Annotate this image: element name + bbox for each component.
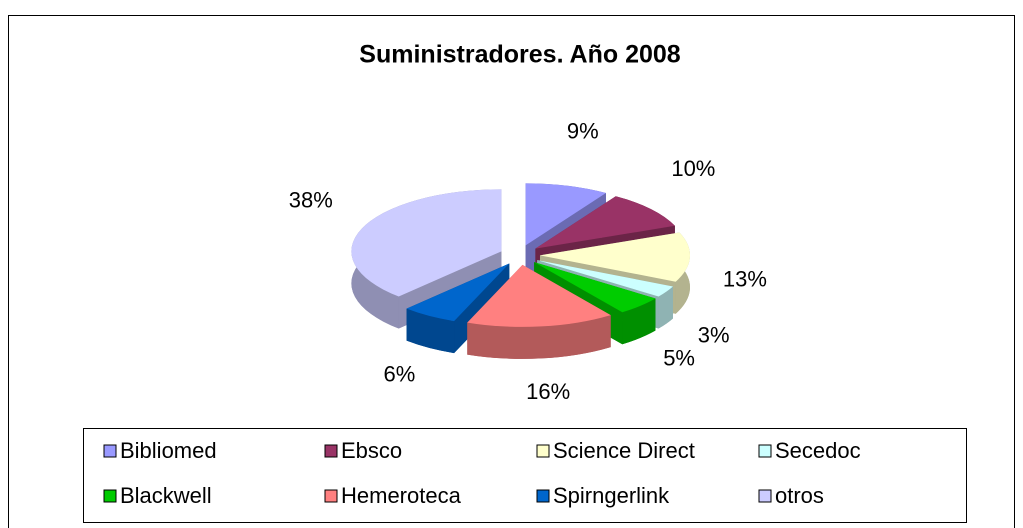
data-label: 3%: [698, 322, 730, 347]
legend-label: Bibliomed: [120, 438, 217, 463]
slice-side: [467, 315, 611, 359]
slice: [539, 232, 690, 282]
legend-swatch: [758, 489, 772, 503]
slice: [525, 183, 606, 246]
legend-label: Hemeroteca: [341, 483, 462, 508]
legend-swatch: [324, 489, 338, 503]
data-label: 5%: [663, 346, 695, 371]
legend-swatch: [758, 444, 772, 458]
legend-label: Spirngerlink: [553, 483, 670, 508]
legend-swatch: [324, 444, 338, 458]
data-label: 16%: [526, 379, 570, 404]
data-label: 13%: [723, 266, 767, 291]
legend-label: otros: [775, 483, 824, 508]
slice: [535, 196, 675, 249]
slice: [467, 264, 611, 327]
slice-side: [622, 298, 656, 345]
legend-label: Blackwell: [120, 483, 212, 508]
data-label: 9%: [567, 118, 599, 143]
slice: [467, 264, 611, 359]
legend-label: Ebsco: [341, 438, 402, 463]
legend-swatch: [536, 489, 550, 503]
legend-label: Secedoc: [775, 438, 861, 463]
legend-swatch: [536, 444, 550, 458]
slice: [406, 263, 510, 322]
legend-swatch: [103, 444, 117, 458]
data-label: 6%: [384, 362, 416, 387]
slice-side: [658, 286, 673, 329]
slice-side: [406, 308, 455, 354]
data-label: 10%: [671, 156, 715, 181]
slice: [351, 189, 502, 297]
legend-box: [83, 428, 967, 523]
slice: [537, 260, 673, 297]
chart-title: Suministradores. Año 2008: [359, 41, 680, 69]
legend-swatch: [103, 489, 117, 503]
legend-label: Science Direct: [553, 438, 695, 463]
data-label: 38%: [289, 188, 333, 213]
slice: [534, 262, 656, 313]
